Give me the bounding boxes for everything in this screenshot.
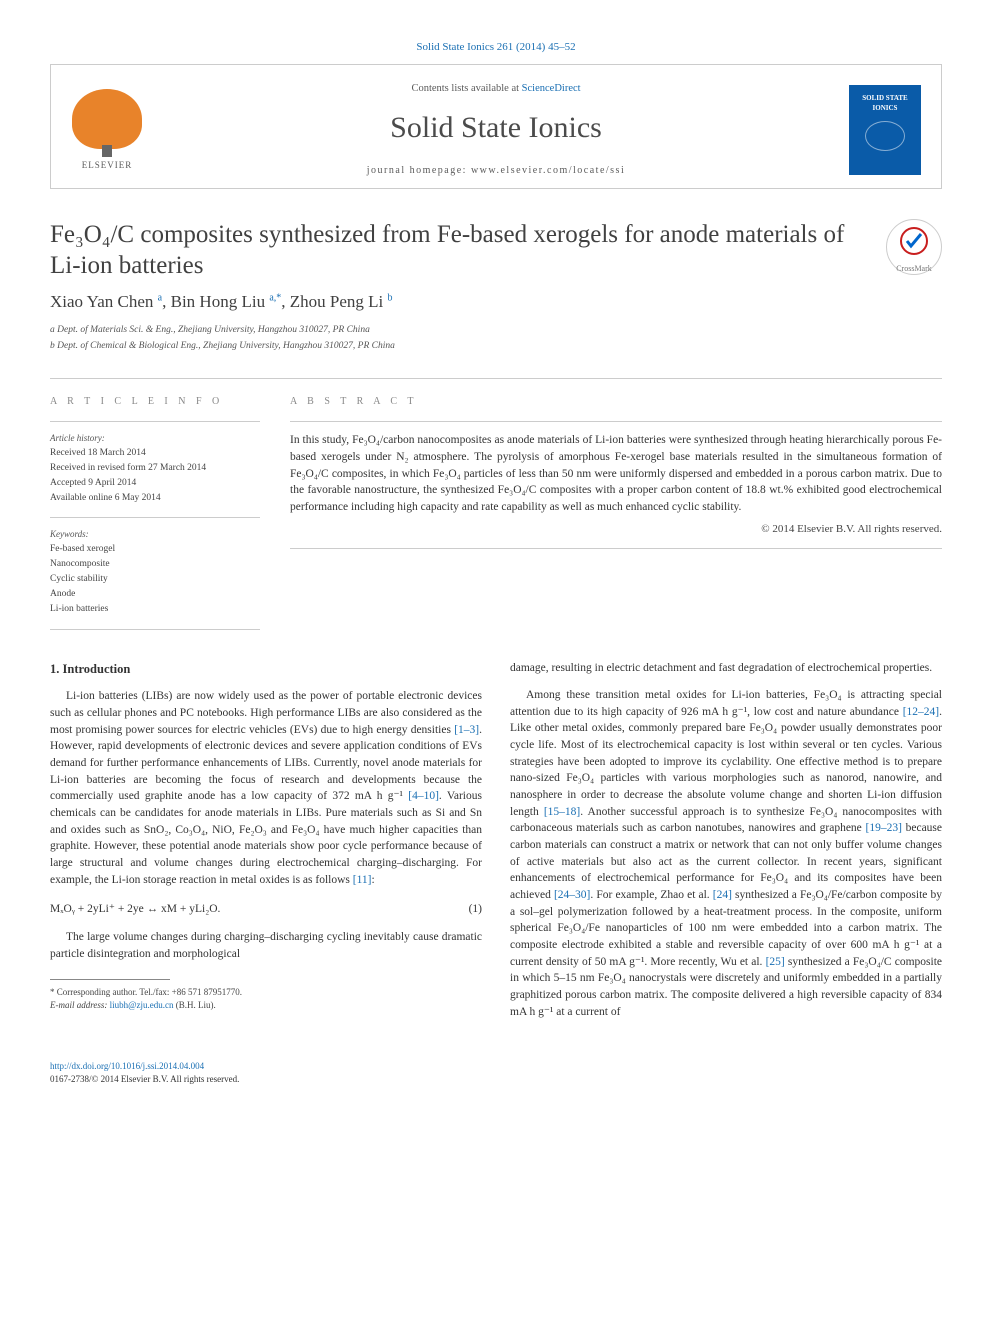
- history-received: Received 18 March 2014: [50, 447, 260, 461]
- top-citation: Solid State Ionics 261 (2014) 45–52: [50, 40, 942, 56]
- sciencedirect-link[interactable]: ScienceDirect: [522, 83, 581, 94]
- keyword: Nanocomposite: [50, 558, 260, 572]
- journal-cover-thumbnail: SOLID STATE IONICS: [849, 85, 921, 175]
- elsevier-tree-icon: [72, 89, 142, 149]
- history-accepted: Accepted 9 April 2014: [50, 477, 260, 491]
- footnote-corresponding: * Corresponding author. Tel./fax: +86 57…: [50, 986, 482, 999]
- abstract-text: In this study, Fe₃O₄/carbon nanocomposit…: [290, 432, 942, 515]
- elsevier-logo: ELSEVIER: [71, 89, 143, 171]
- footnote-email: E-mail address: liubh@zju.edu.cn (B.H. L…: [50, 999, 482, 1012]
- article-info: A R T I C L E I N F O Article history: R…: [50, 395, 260, 617]
- equation-number: (1): [469, 901, 482, 918]
- affiliations: a Dept. of Materials Sci. & Eng., Zhejia…: [50, 324, 942, 354]
- issn-copyright: 0167-2738/© 2014 Elsevier B.V. All right…: [50, 1073, 942, 1086]
- column-left: 1. Introduction Li-ion batteries (LIBs) …: [50, 660, 482, 1030]
- journal-name: Solid State Ionics: [143, 106, 849, 150]
- crossmark-icon: [899, 226, 929, 256]
- abstract-copyright: © 2014 Elsevier B.V. All rights reserved…: [290, 522, 942, 538]
- divider: [290, 421, 942, 422]
- abstract: A B S T R A C T In this study, Fe₃O₄/car…: [290, 395, 942, 617]
- history-label: Article history:: [50, 432, 260, 445]
- crossmark-label: CrossMark: [887, 263, 941, 275]
- authors: Xiao Yan Chen a, Bin Hong Liu a,*, Zhou …: [50, 290, 942, 315]
- journal-homepage: journal homepage: www.elsevier.com/locat…: [143, 164, 849, 179]
- paragraph: damage, resulting in electric detachment…: [510, 660, 942, 677]
- history-online: Available online 6 May 2014: [50, 492, 260, 506]
- paragraph: The large volume changes during charging…: [50, 929, 482, 962]
- top-citation-link[interactable]: Solid State Ionics 261 (2014) 45–52: [416, 41, 575, 53]
- column-right: damage, resulting in electric detachment…: [510, 660, 942, 1030]
- divider: [290, 548, 942, 549]
- paragraph: Among these transition metal oxides for …: [510, 687, 942, 1020]
- equation-row: MₓOᵧ + 2yLi⁺ + 2ye ↔ xM + yLi₂O. (1): [50, 901, 482, 918]
- email-link[interactable]: liubh@zju.edu.cn: [110, 1000, 174, 1010]
- abstract-heading: A B S T R A C T: [290, 395, 942, 410]
- paragraph: Li-ion batteries (LIBs) are now widely u…: [50, 688, 482, 888]
- elsevier-label: ELSEVIER: [71, 159, 143, 172]
- journal-header: ELSEVIER Contents lists available at Sci…: [50, 64, 942, 189]
- footnote-rule: [50, 979, 170, 980]
- body-columns: 1. Introduction Li-ion batteries (LIBs) …: [50, 660, 942, 1030]
- keyword: Fe-based xerogel: [50, 543, 260, 557]
- divider: [50, 517, 260, 518]
- article-info-heading: A R T I C L E I N F O: [50, 395, 260, 410]
- affiliation-a: a Dept. of Materials Sci. & Eng., Zhejia…: [50, 324, 942, 338]
- contents-list: Contents lists available at ScienceDirec…: [143, 81, 849, 96]
- doi-link[interactable]: http://dx.doi.org/10.1016/j.ssi.2014.04.…: [50, 1061, 204, 1071]
- article-title: Fe₃O₄/C composites synthesized from Fe-b…: [50, 219, 870, 282]
- equation: MₓOᵧ + 2yLi⁺ + 2ye ↔ xM + yLi₂O.: [50, 901, 220, 918]
- divider: [50, 421, 260, 422]
- keyword: Cyclic stability: [50, 573, 260, 587]
- keyword: Anode: [50, 588, 260, 602]
- email-after: (B.H. Liu).: [173, 1000, 215, 1010]
- keywords-label: Keywords:: [50, 528, 260, 541]
- divider: [50, 629, 260, 630]
- section-heading-intro: 1. Introduction: [50, 660, 482, 678]
- cover-title: SOLID STATE IONICS: [853, 93, 917, 113]
- keyword: Li-ion batteries: [50, 603, 260, 617]
- cover-icon: [865, 121, 905, 151]
- affiliation-b: b Dept. of Chemical & Biological Eng., Z…: [50, 340, 942, 354]
- bottom-info: http://dx.doi.org/10.1016/j.ssi.2014.04.…: [50, 1060, 942, 1086]
- history-revised: Received in revised form 27 March 2014: [50, 462, 260, 476]
- email-label: E-mail address:: [50, 1000, 110, 1010]
- crossmark-badge[interactable]: CrossMark: [886, 219, 942, 275]
- contents-prefix: Contents lists available at: [411, 83, 521, 94]
- divider: [50, 378, 942, 379]
